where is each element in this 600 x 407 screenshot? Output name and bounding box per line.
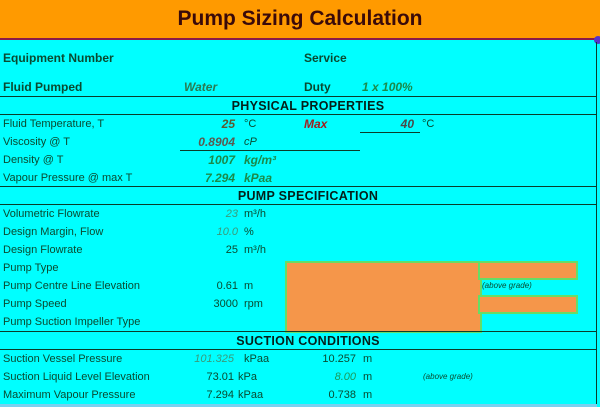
fluid-temperature-row: Fluid Temperature, T 25 °C Max 40 °C: [0, 115, 596, 133]
pump-centre-line-note: (above grade): [482, 281, 532, 290]
redacted-block-pump-type: [480, 263, 576, 278]
density-row: Density @ T 1007 kg/m³: [0, 151, 596, 169]
pump-type-label: Pump Type: [3, 262, 59, 274]
vapour-pressure-unit: kPaa: [244, 171, 273, 185]
sheet-border: [596, 42, 597, 404]
fluid-pumped-value[interactable]: Water: [184, 80, 218, 94]
max-vapour-pressure-label: Maximum Vapour Pressure: [3, 389, 136, 401]
design-margin-label: Design Margin, Flow: [3, 226, 104, 238]
volumetric-flowrate-label: Volumetric Flowrate: [3, 208, 100, 220]
suction-liquid-level-note: (above grade): [423, 372, 473, 381]
fluid-row: Fluid Pumped Water Duty 1 x 100%: [0, 78, 596, 96]
max-vapour-pressure-unit: kPaa: [238, 389, 264, 401]
suction-vessel-pressure-value[interactable]: 101.325: [194, 353, 234, 365]
max-vapour-head-unit: m: [363, 389, 373, 401]
redacted-block-pump-speed: [480, 297, 576, 312]
fluid-temperature-label: Fluid Temperature, T: [3, 118, 105, 130]
section-title: SUCTION CONDITIONS: [236, 333, 380, 348]
suction-liquid-level-unit: kPa: [238, 371, 257, 383]
suction-liquid-level-value: 73.01: [206, 371, 234, 383]
suction-liquid-level-row: Suction Liquid Level Elevation 73.01 kPa…: [0, 368, 596, 386]
fluid-temperature-unit: °C: [244, 118, 257, 130]
max-vapour-head-value: 0.738: [328, 389, 356, 401]
pump-speed-unit: rpm: [244, 298, 263, 310]
equipment-row: Equipment Number Service: [0, 49, 596, 67]
vapour-pressure-value[interactable]: 7.294: [204, 171, 235, 185]
suction-vessel-head-unit: m: [363, 353, 373, 365]
service-label: Service: [304, 51, 347, 65]
design-flowrate-value: 25: [225, 244, 238, 256]
equipment-number-label: Equipment Number: [3, 51, 114, 65]
section-title: PHYSICAL PROPERTIES: [231, 98, 385, 113]
pump-centre-line-unit: m: [244, 280, 254, 292]
redacted-block-main: [287, 263, 480, 331]
design-flowrate-label: Design Flowrate: [3, 244, 83, 256]
suction-liquid-level-label: Suction Liquid Level Elevation: [3, 371, 150, 383]
design-margin-value[interactable]: 10.0: [216, 226, 238, 238]
max-temperature-label: Max: [304, 117, 328, 131]
design-flowrate-unit: m³/h: [244, 244, 266, 256]
title-bar: Pump Sizing Calculation: [0, 0, 600, 40]
pump-type-row: Pump Type: [0, 259, 596, 277]
volumetric-flowrate-value[interactable]: 23: [225, 208, 238, 220]
pump-speed-label: Pump Speed: [3, 298, 67, 310]
pump-impeller-label: Pump Suction Impeller Type: [3, 316, 141, 328]
fluid-temperature-value[interactable]: 25: [221, 117, 235, 131]
viscosity-label: Viscosity @ T: [3, 136, 70, 148]
volumetric-flowrate-row: Volumetric Flowrate 23 m³/h: [0, 205, 596, 223]
density-unit: kg/m³: [244, 153, 277, 167]
design-flowrate-row: Design Flowrate 25 m³/h: [0, 241, 596, 259]
density-value[interactable]: 1007: [208, 153, 235, 167]
resize-handle[interactable]: [594, 36, 600, 44]
suction-vessel-pressure-label: Suction Vessel Pressure: [3, 353, 123, 365]
volumetric-flowrate-unit: m³/h: [244, 208, 266, 220]
duty-value[interactable]: 1 x 100%: [362, 80, 413, 94]
duty-label: Duty: [304, 80, 331, 94]
pump-specification-header: PUMP SPECIFICATION: [0, 186, 596, 205]
page-title: Pump Sizing Calculation: [177, 7, 423, 30]
max-temperature-unit: °C: [422, 118, 435, 130]
section-title: PUMP SPECIFICATION: [237, 188, 379, 203]
suction-vessel-pressure-unit: kPaa: [244, 353, 270, 365]
design-margin-unit: %: [244, 226, 254, 238]
pump-centre-line-row: Pump Centre Line Elevation 0.61 m (above…: [0, 277, 596, 295]
physical-properties-header: PHYSICAL PROPERTIES: [0, 96, 596, 115]
viscosity-value[interactable]: 0.8904: [198, 135, 235, 149]
vapour-pressure-row: Vapour Pressure @ max T 7.294 kPaa: [0, 169, 596, 187]
pump-impeller-row: Pump Suction Impeller Type: [0, 313, 596, 331]
suction-liquid-elevation-value[interactable]: 8.00: [334, 371, 356, 383]
max-vapour-pressure-row: Maximum Vapour Pressure 7.294 kPaa 0.738…: [0, 386, 596, 404]
suction-vessel-pressure-row: Suction Vessel Pressure 101.325 kPaa 10.…: [0, 350, 596, 368]
max-vapour-pressure-value: 7.294: [206, 389, 234, 401]
design-margin-row: Design Margin, Flow 10.0 %: [0, 223, 596, 241]
max-temperature-value[interactable]: 40: [400, 117, 414, 131]
vapour-pressure-label: Vapour Pressure @ max T: [3, 172, 133, 184]
density-label: Density @ T: [3, 154, 64, 166]
pump-centre-line-value[interactable]: 0.61: [216, 280, 238, 292]
max-temp-underline: [360, 132, 420, 133]
pump-centre-line-label: Pump Centre Line Elevation: [3, 280, 140, 292]
viscosity-underline: [180, 150, 360, 151]
suction-conditions-header: SUCTION CONDITIONS: [0, 331, 596, 350]
pump-speed-value[interactable]: 3000: [213, 298, 238, 310]
fluid-pumped-label: Fluid Pumped: [3, 80, 83, 94]
viscosity-unit: cP: [244, 136, 257, 148]
suction-vessel-head-value: 10.257: [322, 353, 356, 365]
suction-liquid-elevation-unit: m: [363, 371, 373, 383]
pump-speed-row: Pump Speed 3000 rpm: [0, 295, 596, 313]
bottom-border: [0, 404, 597, 407]
viscosity-row: Viscosity @ T 0.8904 cP: [0, 133, 596, 151]
